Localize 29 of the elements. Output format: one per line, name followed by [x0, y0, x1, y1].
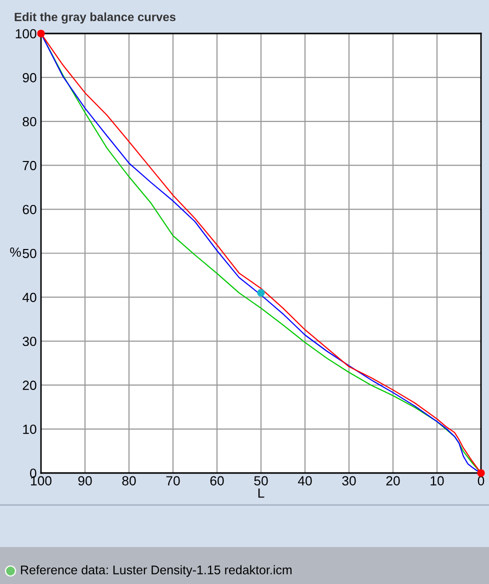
- y-tick-label: 100: [16, 29, 36, 38]
- x-tick-label: 50: [254, 476, 268, 486]
- y-axis-title: %: [10, 248, 21, 257]
- x-tick-label: 100: [31, 476, 52, 486]
- x-tick-label: 0: [478, 476, 484, 486]
- x-tick-label: 60: [210, 476, 224, 486]
- text: Reference data: Luster Density-1.15 redaktor.icm: [21, 565, 292, 577]
- y-tick-label: 90: [22, 73, 36, 82]
- x-axis-title: L: [258, 488, 264, 498]
- y-tick-label: 80: [22, 116, 36, 126]
- x-tick-label: 70: [166, 476, 180, 486]
- y-tick-label: 20: [22, 380, 36, 390]
- x-tick-label: 40: [298, 476, 312, 486]
- point: [477, 469, 485, 477]
- y-tick-label: 0: [30, 468, 36, 478]
- point: [257, 289, 265, 297]
- y-tick-label: 40: [22, 292, 36, 302]
- y-tick-label: 50: [22, 248, 36, 258]
- chart-title: Edit the gray balance curves: [14, 12, 176, 24]
- y-tick-label: 30: [22, 336, 36, 346]
- y-tick-label: 70: [22, 160, 36, 170]
- point: [37, 30, 45, 38]
- x-tick-label: 90: [78, 476, 92, 486]
- y-tick-label: 60: [22, 204, 36, 214]
- y-tick-label: 10: [23, 424, 36, 434]
- x-tick-label: 80: [122, 476, 136, 486]
- x-tick-label: 20: [386, 476, 400, 486]
- x-tick-label: 10: [430, 476, 444, 486]
- x-tick-label: 30: [342, 476, 356, 486]
